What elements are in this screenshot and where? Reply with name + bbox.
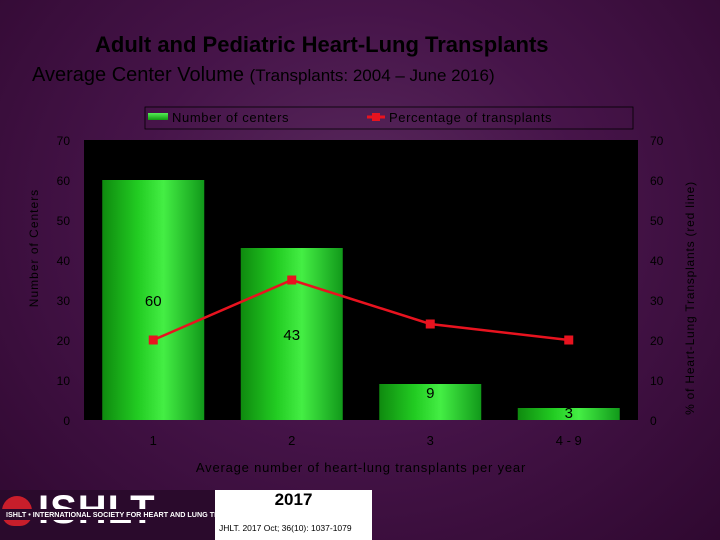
y-axis-title: Number of Centers <box>27 189 41 307</box>
y2-tick-label: 30 <box>650 294 664 308</box>
subtitle-main: Average Center Volume <box>32 64 244 86</box>
y2-tick-label: 0 <box>650 414 657 428</box>
line-point <box>425 319 435 329</box>
y-tick-label: 30 <box>57 294 71 308</box>
x-tick-label: 2 <box>288 433 295 448</box>
y-tick-label: 50 <box>57 214 71 228</box>
y2-tick-label: 70 <box>650 134 664 148</box>
chart-title: Adult and Pediatric Heart-Lung Transplan… <box>95 32 549 57</box>
bar-data-label: 60 <box>145 293 162 310</box>
chart-subtitle: Average Center Volume (Transplants: 2004… <box>32 64 692 87</box>
bar <box>517 408 620 420</box>
y2-tick-label: 50 <box>650 214 664 228</box>
percentage-line <box>152 278 569 342</box>
y-tick-label: 20 <box>57 334 71 348</box>
y-tick-label: 10 <box>57 374 71 388</box>
line-point <box>287 275 297 285</box>
bar-data-label: 43 <box>283 327 300 344</box>
y2-tick-label: 40 <box>650 254 664 268</box>
x-tick-label: 4 - 9 <box>556 433 582 448</box>
y-tick-label: 0 <box>63 414 70 428</box>
x-tick-label: 3 <box>427 433 434 448</box>
legend-bar-swatch <box>148 113 168 120</box>
citation-box: 2017 JHLT. 2017 Oct; 36(10): 1037-1079 <box>215 490 372 540</box>
legend-line-marker <box>372 113 380 121</box>
publication-year: 2017 <box>274 490 313 509</box>
subtitle-note: (Transplants: 2004 – June 2016) <box>249 66 495 85</box>
citation-text: JHLT. 2017 Oct; 36(10): 1037-1079 <box>219 523 352 533</box>
line-point <box>148 335 158 345</box>
legend-label-bars: Number of centers <box>172 110 289 125</box>
x-axis-title: Average number of heart-lung transplants… <box>196 460 526 475</box>
x-tick-label: 1 <box>150 433 157 448</box>
y2-tick-label: 10 <box>650 374 664 388</box>
y-tick-label: 70 <box>57 134 71 148</box>
bar-data-label: 9 <box>426 385 434 402</box>
y2-tick-label: 20 <box>650 334 664 348</box>
society-name: ISHLT • INTERNATIONAL SOCIETY FOR HEART … <box>0 509 372 520</box>
y2-axis-title: % of Heart-Lung Transplants (red line) <box>683 181 697 415</box>
legend-label-line: Percentage of transplants <box>389 110 552 125</box>
bar <box>379 384 482 420</box>
y-tick-label: 60 <box>57 174 71 188</box>
legend-box <box>144 106 634 130</box>
y-tick-label: 40 <box>57 254 71 268</box>
bar-data-label: 3 <box>565 405 573 422</box>
bar <box>102 180 205 420</box>
y2-tick-label: 60 <box>650 174 664 188</box>
line-point <box>564 335 574 345</box>
